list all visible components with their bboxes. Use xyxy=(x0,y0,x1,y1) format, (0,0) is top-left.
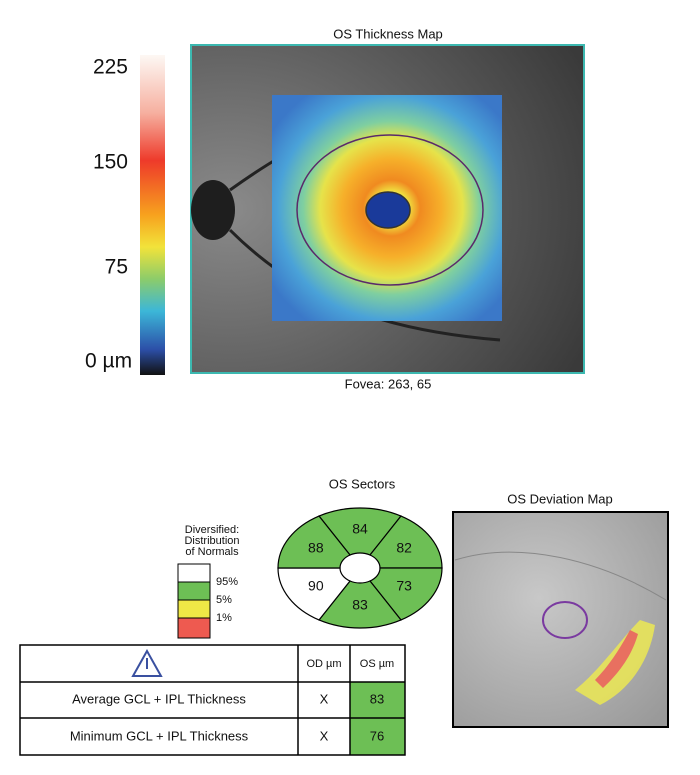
deviation-image xyxy=(452,511,669,728)
sector xyxy=(369,515,443,569)
table-border xyxy=(19,644,406,756)
sector-chart: 84 82 73 83 90 88 xyxy=(277,507,443,629)
sector xyxy=(318,580,402,629)
fovea-ring xyxy=(542,601,588,639)
os-value: 83 xyxy=(370,691,384,706)
sector-value: 90 xyxy=(308,578,324,594)
row-label: Minimum GCL + IPL Thickness xyxy=(70,728,249,743)
legend-swatch xyxy=(177,581,211,601)
legend-label: 95% xyxy=(216,576,238,588)
scale-label: 75 xyxy=(105,256,128,279)
vessel xyxy=(454,551,667,601)
od-value: X xyxy=(320,691,329,706)
legend-swatch xyxy=(177,563,211,583)
deviation-1pct xyxy=(595,630,638,688)
color-bar xyxy=(140,55,165,375)
legend-label: 5% xyxy=(216,594,232,606)
scale-label: 225 xyxy=(93,56,128,79)
sector-value: 82 xyxy=(396,540,412,556)
fovea-label: Fovea: 263, 65 xyxy=(345,376,432,391)
fovea-ring xyxy=(365,191,411,229)
legend-title: Distribution xyxy=(184,535,239,547)
sector xyxy=(277,515,351,569)
table-header: OD µm xyxy=(306,658,341,670)
outer-ring xyxy=(296,134,484,286)
sector-value: 88 xyxy=(308,540,324,556)
sector xyxy=(277,567,351,621)
row-label: Average GCL + IPL Thickness xyxy=(72,691,246,706)
od-value: X xyxy=(320,728,329,743)
map-title: OS Thickness Map xyxy=(333,26,443,41)
scale-label: 150 xyxy=(93,151,128,174)
optic-disc xyxy=(191,180,235,240)
warning-icon xyxy=(131,648,163,677)
sector-value: 73 xyxy=(396,578,412,594)
results-table xyxy=(19,644,406,756)
scale-label: 0 µm xyxy=(85,350,132,373)
legend-swatch xyxy=(177,599,211,619)
legend-swatch xyxy=(177,617,211,639)
sectors-title: OS Sectors xyxy=(329,476,396,491)
deviation-title: OS Deviation Map xyxy=(507,491,613,506)
legend-label: 1% xyxy=(216,612,232,624)
table-header: OS µm xyxy=(360,658,394,670)
sector xyxy=(369,567,443,621)
sector-value: 84 xyxy=(352,521,368,537)
os-value: 76 xyxy=(370,728,384,743)
legend-title: Diversified: xyxy=(185,524,239,536)
sector-value: 83 xyxy=(352,597,368,613)
legend-title: of Normals xyxy=(185,546,239,558)
sector xyxy=(318,507,402,556)
